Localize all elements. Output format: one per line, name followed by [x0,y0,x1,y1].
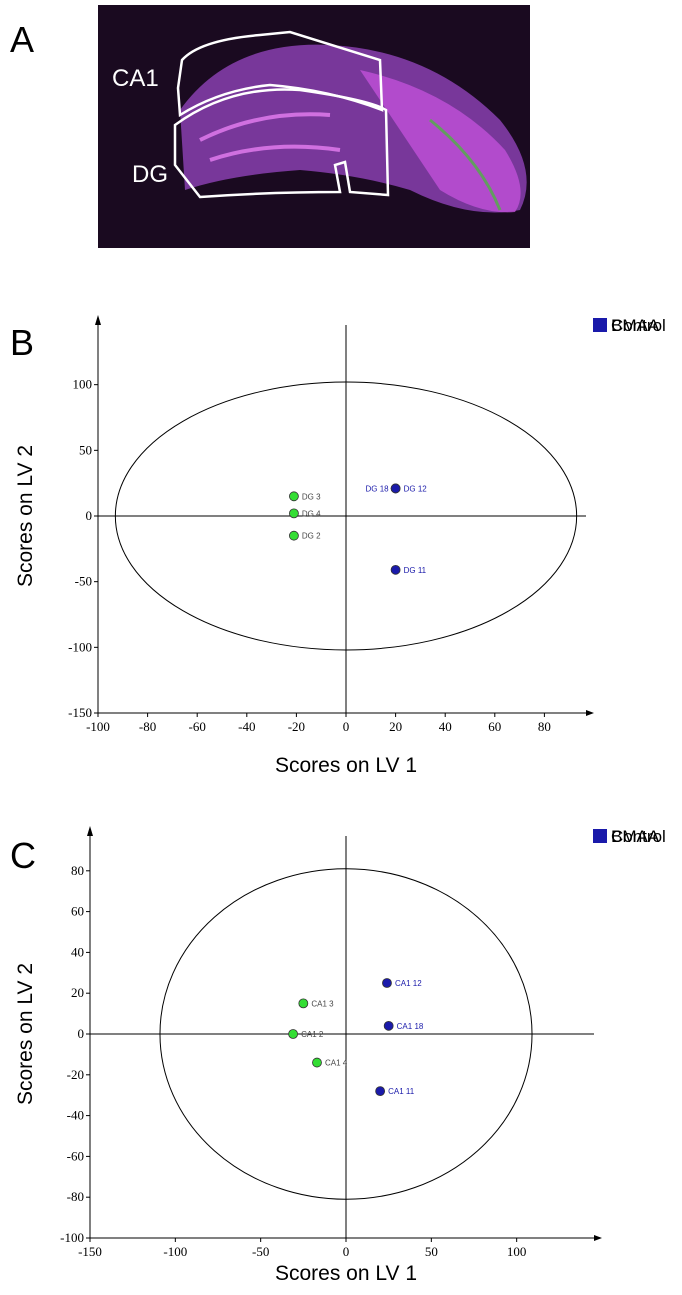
x-tick-label: -20 [288,719,305,734]
y-tick-label: -150 [68,705,92,720]
y-tick-label: -20 [67,1067,84,1082]
point-label: DG 4 [302,509,321,518]
x-tick-label: 20 [389,719,402,734]
y-tick-label: 20 [71,985,84,1000]
y-axis-label: Scores on LV 2 [14,963,37,1105]
point-label: DG 2 [302,532,321,541]
y-tick-label: -40 [67,1108,84,1123]
x-tick-label: 60 [488,719,501,734]
x-tick-label: 80 [538,719,551,734]
x-tick-label: -100 [86,719,110,734]
x-tick-label: -80 [139,719,156,734]
x-tick-label: -50 [252,1244,269,1259]
x-tick-label: 0 [343,1244,350,1259]
point [382,979,391,988]
point [289,1030,298,1039]
panel-letter: A [10,19,34,60]
y-tick-label: -60 [67,1148,84,1163]
legend-label: BMAA [611,827,660,846]
figure: A CA1 DG B-100-80-60-40-20020406080-150-… [0,0,682,1295]
point-label: DG 12 [404,484,428,493]
point [289,492,298,501]
point [289,531,298,540]
y-axis-label: Scores on LV 2 [14,445,37,587]
point [384,1021,393,1030]
y-tick-label: -50 [75,574,92,589]
point-label: CA1 2 [301,1030,324,1039]
x-tick-label: 100 [507,1244,527,1259]
region-label: DG [132,161,168,188]
point [376,1087,385,1096]
axis-arrow [95,315,101,325]
point-label: CA1 18 [397,1022,424,1031]
point-label: CA1 3 [311,999,334,1008]
point-label: CA1 4 [325,1059,348,1068]
panel-letter: B [10,322,34,363]
axis-arrow [594,1235,602,1241]
x-tick-label: -60 [189,719,206,734]
x-axis-label: Scores on LV 1 [275,754,417,777]
point [289,509,298,518]
legend-label: BMAA [611,316,660,335]
x-tick-label: 0 [343,719,350,734]
panel-letter: C [10,835,36,876]
point-label: CA1 12 [395,979,422,988]
y-tick-label: -80 [67,1189,84,1204]
point-label: CA1 11 [388,1087,415,1096]
point-label: DG 11 [404,566,427,575]
point [312,1058,321,1067]
point [299,999,308,1008]
axis-arrow [586,710,594,716]
x-axis-label: Scores on LV 1 [275,1262,417,1285]
y-tick-label: 60 [71,904,84,919]
y-tick-label: 80 [71,863,84,878]
y-tick-label: -100 [68,639,92,654]
point [391,565,400,574]
y-tick-label: 100 [73,377,93,392]
axis-arrow [87,826,93,836]
y-tick-label: -100 [60,1230,84,1245]
x-tick-label: 40 [439,719,452,734]
tissue-image [98,5,530,248]
x-tick-label: -40 [238,719,255,734]
x-tick-label: 50 [425,1244,438,1259]
legend-swatch [593,318,607,332]
point-label: DG 18 [365,484,389,493]
point-label: DG 3 [302,492,321,501]
y-tick-label: 50 [79,442,92,457]
y-tick-label: 40 [71,944,84,959]
y-tick-label: 0 [78,1026,85,1041]
y-tick-label: 0 [86,508,93,523]
region-label: CA1 [112,65,159,92]
x-tick-label: -100 [163,1244,187,1259]
point [391,484,400,493]
legend-swatch [593,829,607,843]
x-tick-label: -150 [78,1244,102,1259]
